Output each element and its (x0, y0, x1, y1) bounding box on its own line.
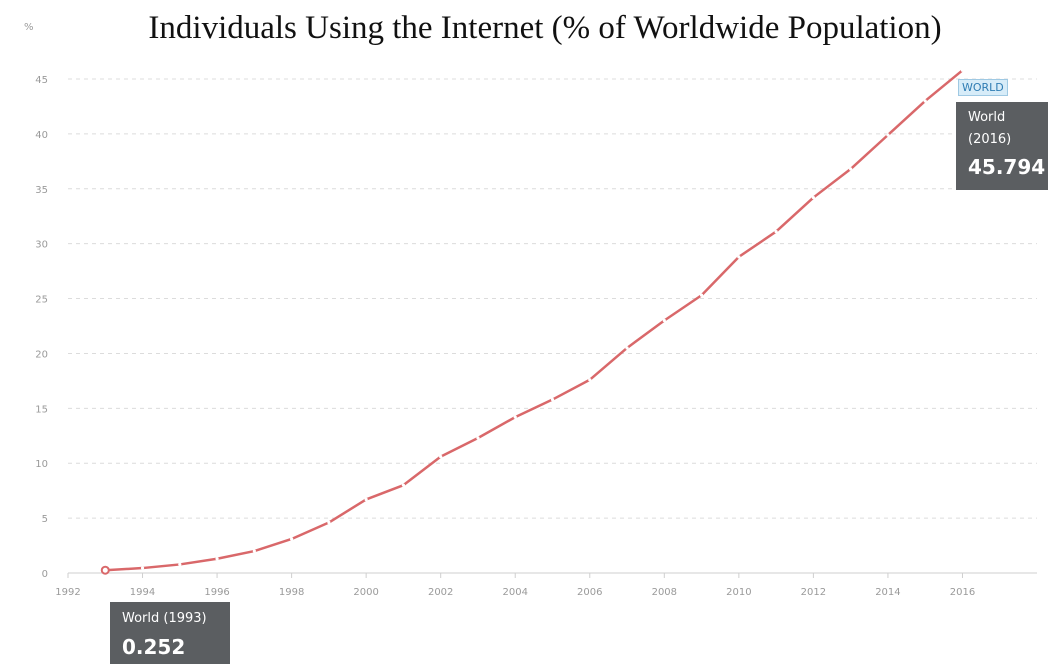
x-tick-label: 2006 (577, 587, 602, 598)
y-tick-label: 35 (35, 185, 48, 196)
data-point[interactable] (290, 537, 294, 541)
x-tick-label: 2010 (726, 587, 751, 598)
x-tick-label: 1998 (279, 587, 304, 598)
tooltip-start: World (1993) 0.252 (110, 602, 230, 664)
tooltip-start-value: 0.252 (122, 635, 186, 659)
y-axis-unit-label: % (24, 22, 34, 33)
data-point[interactable] (215, 557, 219, 561)
data-point[interactable] (923, 99, 927, 103)
data-point[interactable] (513, 415, 517, 419)
data-point[interactable] (550, 397, 555, 402)
tooltip-start-name: World (1993) (122, 611, 207, 626)
x-tick-label: 2002 (428, 587, 453, 598)
tooltip-end-year: (2016) (968, 132, 1012, 147)
data-point[interactable] (327, 520, 331, 525)
tooltip-end-name: World (968, 110, 1006, 125)
y-tick-label: 30 (35, 240, 48, 251)
x-tick-label: 2016 (950, 587, 975, 598)
series-label-badge[interactable]: WORLD (958, 79, 1008, 96)
data-point[interactable] (140, 566, 145, 570)
x-tick-label: 1994 (130, 587, 155, 598)
series-line[interactable] (105, 69, 964, 572)
x-axis-ticks: 1992 1994 1996 1998 2000 2002 2004 2006 2008 2010… (55, 573, 975, 598)
x-tick-label: 1992 (55, 587, 80, 598)
data-point[interactable] (625, 346, 629, 350)
x-tick-label: 2000 (353, 587, 378, 598)
data-point[interactable] (699, 293, 704, 297)
data-point[interactable] (178, 562, 182, 567)
y-tick-label: 25 (35, 295, 48, 306)
series-world[interactable] (100, 68, 965, 575)
y-tick-label: 40 (35, 130, 48, 141)
x-tick-label: 1996 (204, 587, 229, 598)
y-tick-label: 0 (42, 569, 48, 580)
data-point[interactable] (439, 455, 443, 459)
data-point[interactable] (364, 497, 368, 502)
gridlines (68, 78, 1037, 519)
chart-title: Individuals Using the Internet (% of Wor… (148, 10, 942, 46)
y-tick-label: 15 (35, 404, 48, 415)
tooltip-end-value: 45.794 (968, 155, 1046, 179)
data-point[interactable] (737, 255, 741, 259)
data-point[interactable] (774, 229, 778, 234)
data-point-highlight[interactable] (100, 565, 110, 575)
x-tick-label: 2012 (801, 587, 826, 598)
data-point[interactable] (401, 483, 406, 487)
x-tick-label: 2004 (503, 587, 528, 598)
y-tick-label: 45 (35, 75, 48, 86)
y-axis-ticks: 0 5 10 15 20 25 30 35 40 45 (35, 75, 48, 580)
data-point[interactable] (588, 378, 592, 382)
data-point[interactable] (886, 133, 890, 137)
data-point[interactable] (662, 318, 666, 323)
y-tick-label: 20 (35, 349, 48, 360)
tooltip-end: World (2016) 45.794 (956, 102, 1048, 190)
data-point[interactable] (252, 549, 256, 553)
data-point[interactable] (811, 195, 815, 200)
x-tick-label: 2014 (875, 587, 900, 598)
y-tick-label: 5 (42, 514, 48, 525)
y-tick-label: 10 (35, 459, 48, 470)
data-point[interactable] (849, 167, 853, 171)
x-tick-label: 2008 (652, 587, 677, 598)
data-point[interactable] (476, 436, 480, 440)
data-point[interactable] (960, 68, 965, 72)
